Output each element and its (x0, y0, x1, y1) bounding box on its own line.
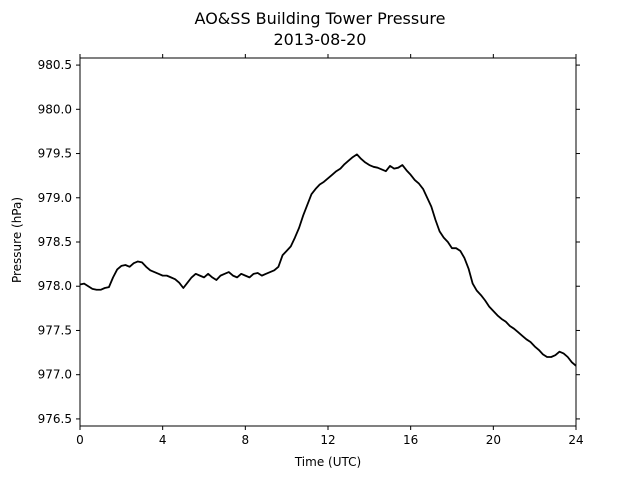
y-tick-label: 979.5 (38, 147, 72, 161)
chart-subtitle: 2013-08-20 (274, 30, 367, 49)
y-tick-label: 977.5 (38, 323, 72, 337)
x-tick-label: 24 (568, 433, 583, 447)
y-tick-label: 980.5 (38, 58, 72, 72)
series-line (79, 153, 577, 367)
x-tick-label: 16 (403, 433, 418, 447)
plot-frame (79, 57, 577, 427)
x-tick-label: 0 (76, 433, 84, 447)
x-tick-label: 12 (320, 433, 335, 447)
y-tick-label: 979.0 (38, 191, 72, 205)
y-tick-label: 980.0 (38, 102, 72, 116)
tick-label-group: 0 4 8 12 16 20 24 976.5 977.0 977.5 978.0 978.5 979.… (38, 58, 584, 447)
y-axis-label: Pressure (hPa) (10, 197, 24, 283)
x-axis-label: Time (UTC) (294, 455, 361, 469)
chart-title: AO&SS Building Tower Pressure (195, 9, 446, 28)
y-tick-label: 978.5 (38, 235, 72, 249)
x-tick-label: 8 (242, 433, 250, 447)
x-tick-label: 20 (486, 433, 501, 447)
x-tick-label: 4 (159, 433, 167, 447)
tick-group (76, 54, 580, 430)
y-tick-label: 977.0 (38, 368, 72, 382)
y-tick-label: 976.5 (38, 412, 72, 426)
y-tick-label: 978.0 (38, 279, 72, 293)
